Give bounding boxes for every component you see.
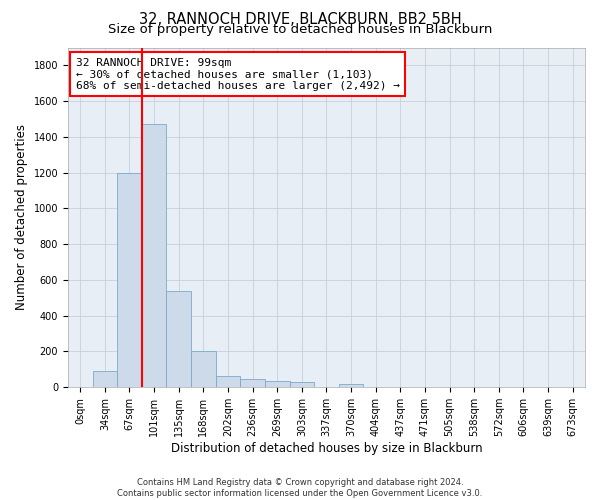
Bar (240, 379, 265, 387)
Bar (92, 371, 117, 387)
Text: 32 RANNOCH DRIVE: 99sqm
← 30% of detached houses are smaller (1,103)
68% of semi: 32 RANNOCH DRIVE: 99sqm ← 30% of detache… (76, 58, 400, 91)
Bar (191, 350, 215, 387)
Text: Size of property relative to detached houses in Blackburn: Size of property relative to detached ho… (108, 22, 492, 36)
Bar (142, 124, 166, 387)
Bar (117, 172, 142, 387)
Bar (166, 290, 191, 387)
Text: Contains HM Land Registry data © Crown copyright and database right 2024.
Contai: Contains HM Land Registry data © Crown c… (118, 478, 482, 498)
Bar (339, 384, 364, 387)
Text: 32, RANNOCH DRIVE, BLACKBURN, BB2 5BH: 32, RANNOCH DRIVE, BLACKBURN, BB2 5BH (139, 12, 461, 28)
Y-axis label: Number of detached properties: Number of detached properties (15, 124, 28, 310)
X-axis label: Distribution of detached houses by size in Blackburn: Distribution of detached houses by size … (170, 442, 482, 455)
Bar (290, 382, 314, 387)
Bar (215, 376, 240, 387)
Bar (265, 381, 290, 387)
